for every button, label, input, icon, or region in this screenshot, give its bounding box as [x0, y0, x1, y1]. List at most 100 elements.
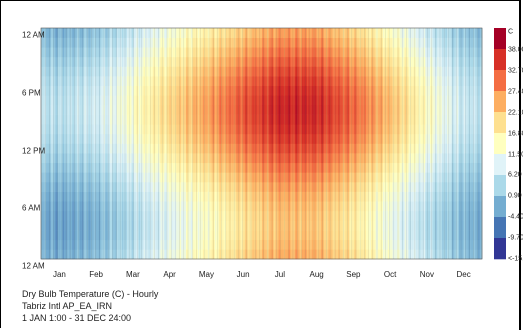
- heatmap-cell: [79, 85, 82, 96]
- heatmap-cell: [218, 239, 221, 250]
- heatmap-cell: [217, 230, 219, 241]
- heatmap-cell: [160, 143, 163, 154]
- heatmap-cell: [43, 220, 45, 231]
- heatmap-cell: [59, 201, 61, 212]
- heatmap-cell: [150, 239, 153, 250]
- heatmap-cell: [218, 249, 221, 260]
- heatmap-cell: [85, 133, 88, 144]
- heatmap-cell: [61, 191, 64, 202]
- heatmap-cell: [176, 172, 178, 183]
- heatmap-cell: [68, 28, 71, 38]
- heatmap-cell: [100, 239, 102, 250]
- heatmap-cell: [229, 201, 231, 212]
- heatmap-cell: [198, 66, 200, 77]
- heatmap-cell: [63, 249, 66, 260]
- heatmap-cell: [235, 66, 238, 77]
- heatmap-cell: [258, 191, 260, 202]
- heatmap-cell: [148, 95, 151, 106]
- heatmap-cell: [158, 162, 160, 173]
- heatmap-cell: [217, 182, 219, 192]
- heatmap-cell: [199, 201, 201, 212]
- heatmap-cell: [56, 153, 59, 164]
- heatmap-cell: [259, 239, 262, 250]
- heatmap-cell: [235, 249, 238, 260]
- heatmap-cell: [234, 239, 236, 250]
- heatmap-cell: [159, 56, 161, 67]
- heatmap-cell: [268, 172, 270, 183]
- heatmap-cell: [112, 220, 114, 231]
- heatmap-cell: [195, 133, 198, 144]
- heatmap-cell: [279, 249, 281, 260]
- heatmap-cell: [190, 182, 193, 192]
- heatmap-cell: [49, 28, 51, 38]
- heatmap-cell: [252, 85, 254, 96]
- heatmap-cell: [248, 191, 251, 202]
- heatmap-cell: [82, 76, 84, 87]
- heatmap-cell: [98, 191, 101, 202]
- heatmap-cell: [155, 249, 158, 260]
- heatmap-cell: [54, 239, 56, 250]
- heatmap-cell: [175, 28, 177, 38]
- heatmap-cell: [200, 47, 202, 58]
- heatmap-cell: [286, 76, 288, 87]
- heatmap-cell: [56, 172, 59, 183]
- heatmap-cell: [60, 66, 62, 77]
- heatmap-cell: [258, 105, 260, 115]
- heatmap-cell: [98, 153, 101, 164]
- heatmap-cell: [131, 172, 134, 183]
- heatmap-cell: [61, 230, 64, 241]
- heatmap-cell: [239, 56, 241, 67]
- heatmap-cell: [288, 105, 291, 115]
- heatmap-cell: [263, 220, 265, 231]
- heatmap-cell: [245, 37, 247, 48]
- heatmap-cell: [124, 162, 126, 173]
- heatmap-cell: [198, 143, 200, 154]
- heatmap-cell: [51, 105, 54, 115]
- heatmap-cell: [101, 56, 103, 67]
- heatmap-cell: [130, 56, 132, 67]
- heatmap-cell: [169, 143, 171, 154]
- heatmap-cell: [48, 210, 50, 221]
- heatmap-cell: [66, 56, 68, 67]
- heatmap-cell: [83, 47, 85, 58]
- heatmap-cell: [204, 182, 206, 192]
- heatmap-cell: [240, 153, 242, 164]
- heatmap-cell: [272, 66, 275, 77]
- heatmap-cell: [228, 66, 230, 77]
- heatmap-cell: [82, 230, 84, 241]
- heatmap-cell: [44, 220, 47, 231]
- heatmap-cell: [71, 230, 73, 241]
- heatmap-cell: [54, 47, 56, 58]
- heatmap-cell: [247, 239, 250, 250]
- heatmap-cell: [217, 133, 219, 144]
- heatmap-cell: [78, 105, 80, 115]
- heatmap-cell: [90, 201, 93, 212]
- heatmap-cell: [124, 114, 126, 125]
- heatmap-cell: [201, 143, 204, 154]
- heatmap-cell: [72, 37, 74, 48]
- heatmap-cell: [115, 85, 118, 96]
- heatmap-cell: [147, 37, 149, 48]
- heatmap-cell: [183, 182, 186, 192]
- heatmap-cell: [189, 162, 192, 173]
- heatmap-cell: [66, 162, 68, 173]
- heatmap-cell: [264, 37, 267, 48]
- heatmap-cell: [185, 85, 188, 96]
- heatmap-cell: [89, 210, 91, 221]
- heatmap-cell: [183, 249, 186, 260]
- heatmap-cell: [149, 56, 152, 67]
- heatmap-cell: [47, 182, 49, 192]
- heatmap-cell: [117, 28, 119, 38]
- heatmap-cell: [83, 210, 85, 221]
- heatmap-cell: [114, 191, 117, 202]
- heatmap-cell: [279, 220, 281, 231]
- heatmap-cell: [55, 191, 58, 202]
- heatmap-cell: [223, 133, 225, 144]
- heatmap-cell: [271, 124, 274, 135]
- heatmap-cell: [236, 66, 239, 77]
- heatmap-cell: [276, 230, 279, 241]
- heatmap-cell: [55, 133, 58, 144]
- heatmap-cell: [113, 143, 115, 154]
- heatmap-cell: [50, 105, 53, 115]
- heatmap-cell: [167, 95, 170, 106]
